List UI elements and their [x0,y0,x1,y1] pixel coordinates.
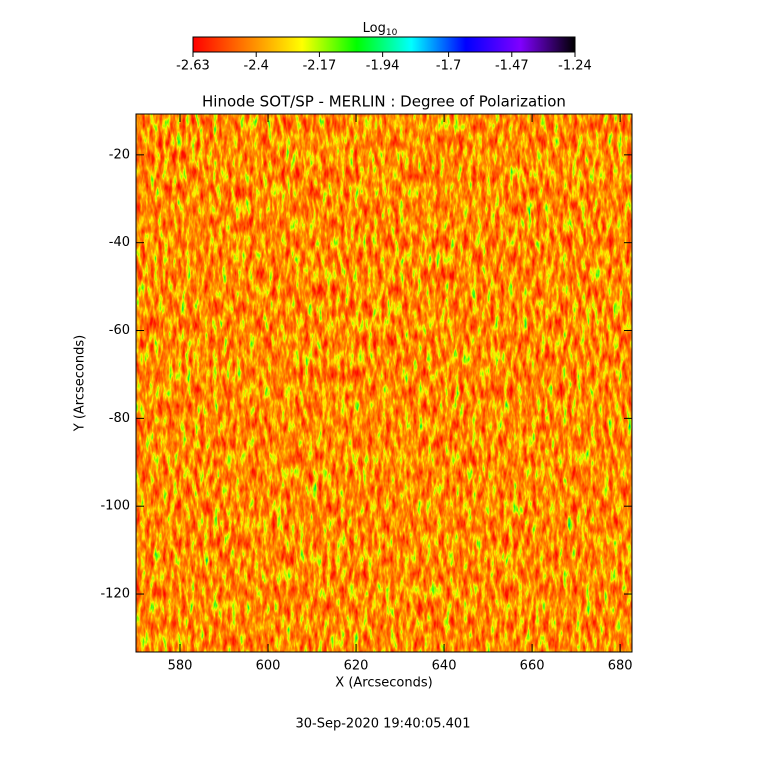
colorbar-tick-label: -2.4 [244,59,269,74]
colorbar-tick-label: -1.94 [366,59,400,74]
y-tick-label: -60 [109,323,130,338]
footer-timestamp: 30-Sep-2020 19:40:05.401 [296,717,471,732]
y-tick-label: -120 [100,587,130,602]
colorbar-tick-label: -2.17 [303,59,337,74]
x-axis-title: X (Arcseconds) [335,676,432,691]
colorbar [192,36,576,53]
y-tick-label: -80 [109,411,130,426]
x-tick-label: 660 [520,659,545,674]
y-tick-label: -40 [109,235,130,250]
y-tick-label: -20 [109,147,130,162]
x-tick-label: 580 [168,659,193,674]
colorbar-label-text: Log [363,21,386,36]
colorbar-tick-label: -2.63 [176,59,210,74]
colorbar-tick-label: -1.47 [495,59,529,74]
x-tick-label: 600 [256,659,281,674]
x-tick-label: 680 [608,659,633,674]
colorbar-label-subscript: 10 [386,28,398,38]
x-tick-label: 620 [344,659,369,674]
colorbar-tick-label: -1.7 [436,59,461,74]
plot-frame [135,113,633,653]
heatmap-image [136,114,632,652]
x-tick-label: 640 [432,659,457,674]
y-axis-title: Y (Arcseconds) [73,335,88,432]
y-tick-label: -100 [100,499,130,514]
colorbar-tick-label: -1.24 [558,59,592,74]
chart-title: Hinode SOT/SP - MERLIN : Degree of Polar… [202,93,566,111]
colorbar-label: Log10 [363,21,398,38]
